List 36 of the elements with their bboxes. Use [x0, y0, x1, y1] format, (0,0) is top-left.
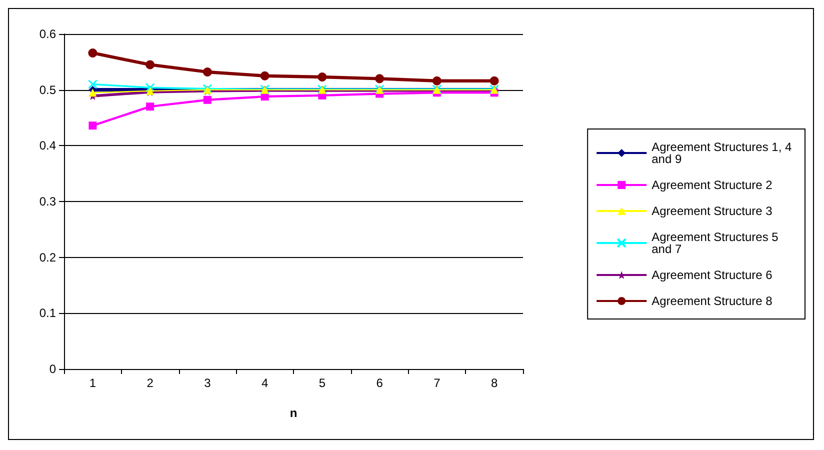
point — [202, 67, 212, 76]
y-tick-label: 0.6 — [39, 27, 56, 41]
x-tick-label: 8 — [490, 376, 498, 390]
point — [145, 82, 155, 92]
point — [318, 72, 327, 82]
point — [88, 48, 98, 58]
y-tick-label: 0.1 — [39, 306, 56, 320]
point — [432, 76, 442, 86]
x-tick-label: 3 — [204, 376, 212, 390]
point — [375, 74, 384, 84]
legend-label: Agreement Structure 3 — [652, 204, 773, 218]
y-tick-label: 0.3 — [39, 194, 56, 208]
legend-label: Agreement Structure 8 — [652, 294, 773, 308]
point — [146, 102, 154, 111]
legend-label: Agreement Structure 2 — [652, 178, 773, 192]
x-tick-label: 7 — [434, 376, 441, 390]
point — [88, 122, 97, 130]
x-tick-label: 4 — [261, 376, 268, 390]
x-tick-label: 1 — [89, 376, 96, 390]
y-tick-label: 0.2 — [39, 250, 56, 264]
point — [490, 76, 499, 86]
point — [203, 96, 212, 104]
point — [88, 80, 98, 89]
y-tick-label: 0.4 — [39, 138, 56, 153]
x-tick-label: 6 — [376, 376, 384, 390]
point — [88, 88, 97, 97]
legend-label: Agreement Structures 5 and 7 — [652, 230, 782, 256]
point — [260, 71, 270, 80]
legend-label: Agreement Structures 1, 4 and 9 — [652, 140, 796, 166]
point — [146, 60, 155, 70]
x-axis-title: n — [290, 406, 298, 420]
legend-label: Agreement Structure 6 — [652, 268, 773, 282]
y-tick-label: 0 — [49, 362, 56, 376]
x-tick-label: 5 — [318, 376, 326, 390]
y-tick-label: 0.5 — [39, 82, 56, 97]
x-tick-label: 2 — [146, 376, 154, 390]
